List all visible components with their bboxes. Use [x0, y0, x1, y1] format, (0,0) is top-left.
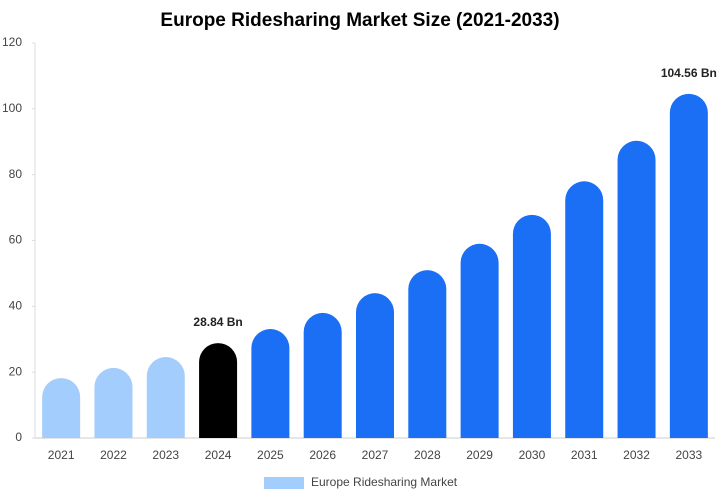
legend-label: Europe Ridesharing Market — [311, 475, 458, 489]
bar — [565, 181, 604, 438]
y-tick-label: 20 — [9, 364, 23, 378]
y-tick-label: 100 — [2, 101, 22, 115]
chart-title: Europe Ridesharing Market Size (2021-203… — [160, 10, 559, 31]
bar — [669, 93, 708, 438]
y-tick-label: 80 — [9, 167, 23, 181]
x-tick-label: 2022 — [100, 448, 127, 462]
x-tick-label: 2027 — [362, 448, 389, 462]
bar — [617, 140, 656, 438]
value-label: 28.84 Bn — [193, 315, 242, 329]
bar — [94, 367, 133, 438]
x-tick-label: 2033 — [675, 448, 702, 462]
bar — [303, 312, 342, 438]
bar — [356, 293, 394, 438]
x-tick-label: 2023 — [152, 448, 179, 462]
x-tick-label: 2028 — [414, 448, 441, 462]
x-tick-label: 2021 — [48, 448, 75, 462]
x-tick-label: 2030 — [519, 448, 546, 462]
x-tick-label: 2026 — [309, 448, 336, 462]
legend-swatch — [264, 477, 304, 489]
bar — [512, 214, 551, 438]
y-tick-label: 60 — [9, 233, 23, 247]
bar — [146, 357, 185, 438]
x-tick-label: 2031 — [571, 448, 598, 462]
x-tick-label: 2025 — [257, 448, 284, 462]
bar — [42, 378, 81, 438]
y-tick-label: 120 — [2, 35, 22, 49]
x-tick-label: 2032 — [623, 448, 650, 462]
bar — [251, 329, 290, 438]
bar — [408, 270, 447, 438]
y-tick-label: 40 — [9, 299, 23, 313]
x-tick-label: 2024 — [205, 448, 232, 462]
bar — [460, 243, 499, 438]
x-tick-label: 2029 — [466, 448, 493, 462]
value-label: 104.56 Bn — [661, 66, 717, 80]
y-tick-label: 0 — [15, 430, 22, 444]
bar — [199, 343, 238, 438]
